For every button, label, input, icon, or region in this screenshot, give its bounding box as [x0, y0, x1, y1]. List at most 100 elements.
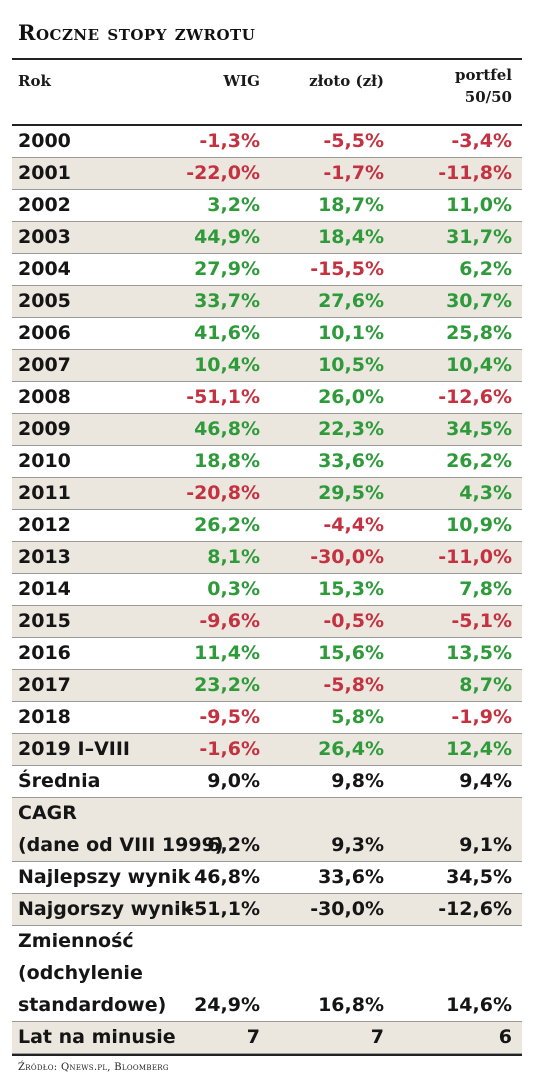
- table-row: 2015 -9,6% -0,5% -5,1%: [12, 606, 522, 638]
- table-body: 2000 -1,3% -5,5% -3,4% 2001 -22,0% -1,7% -11,8%…: [12, 126, 522, 1054]
- wig-value: 18,8%: [194, 450, 260, 472]
- row-label-line: 2011: [18, 482, 71, 504]
- wig-value: -51,1%: [186, 898, 260, 920]
- row-label: CAGR (dane od VIII 1999): [18, 797, 224, 861]
- wig-value: -20,8%: [186, 482, 260, 504]
- zloto-value: 22,3%: [318, 418, 384, 440]
- table-title: Roczne stopy zwrotu: [18, 20, 256, 45]
- row-label-line: 2013: [18, 546, 71, 568]
- table-row: 2008 -51,1% 26,0% -12,6%: [12, 382, 522, 414]
- row-label: 2017: [18, 669, 71, 701]
- portfel-value: -12,6%: [438, 386, 512, 408]
- row-label-line: 2001: [18, 162, 71, 184]
- wig-value: 11,4%: [194, 642, 260, 664]
- zloto-value: -30,0%: [310, 546, 384, 568]
- wig-value: -22,0%: [186, 162, 260, 184]
- row-label: 2015: [18, 605, 71, 637]
- zloto-value: 27,6%: [318, 290, 384, 312]
- row-label-line: 2006: [18, 322, 71, 344]
- table-row: 2014 0,3% 15,3% 7,8%: [12, 574, 522, 606]
- wig-value: 33,7%: [194, 290, 260, 312]
- portfel-value: 30,7%: [446, 290, 512, 312]
- row-label-line: 2000: [18, 130, 71, 152]
- row-label-line: 2005: [18, 290, 71, 312]
- table-row: 2002 3,2% 18,7% 11,0%: [12, 190, 522, 222]
- table-row: 2005 33,7% 27,6% 30,7%: [12, 286, 522, 318]
- header-wig: WIG: [223, 72, 260, 90]
- portfel-value: 9,4%: [459, 770, 512, 792]
- zloto-value: 7: [370, 1026, 384, 1048]
- zloto-value: -5,8%: [323, 674, 384, 696]
- table-row: 2018 -9,5% 5,8% -1,9%: [12, 702, 522, 734]
- zloto-value: 9,8%: [331, 770, 384, 792]
- table-row: 2013 8,1% -30,0% -11,0%: [12, 542, 522, 574]
- zloto-value: 15,3%: [318, 578, 384, 600]
- row-label-line: 2004: [18, 258, 71, 280]
- header-portfel-line2: 50/50: [464, 88, 512, 106]
- wig-value: 8,1%: [207, 546, 260, 568]
- wig-value: 7: [246, 1026, 260, 1048]
- zloto-value: 18,4%: [318, 226, 384, 248]
- row-label: 2013: [18, 541, 71, 573]
- zloto-value: -1,7%: [323, 162, 384, 184]
- zloto-value: 26,4%: [318, 738, 384, 760]
- table-header: Rok WIG złoto (zł) portfel 50/50: [12, 62, 522, 124]
- wig-value: -1,3%: [199, 130, 260, 152]
- zloto-value: 9,3%: [331, 834, 384, 856]
- table-row: 2019 I–VIII -1,6% 26,4% 12,4%: [12, 734, 522, 766]
- row-label: 2016: [18, 637, 71, 669]
- zloto-value: 10,5%: [318, 354, 384, 376]
- zloto-value: -30,0%: [310, 898, 384, 920]
- header-portfel: portfel 50/50: [455, 64, 512, 108]
- row-label: 2000: [18, 125, 71, 157]
- zloto-value: 33,6%: [318, 450, 384, 472]
- header-rok: Rok: [18, 72, 51, 90]
- row-label-line: Najlepszy wynik: [18, 866, 191, 888]
- zloto-value: 15,6%: [318, 642, 384, 664]
- wig-value: 26,2%: [194, 514, 260, 536]
- portfel-value: 13,5%: [446, 642, 512, 664]
- table-row: 2009 46,8% 22,3% 34,5%: [12, 414, 522, 446]
- row-label: 2019 I–VIII: [18, 733, 130, 765]
- zloto-value: 26,0%: [318, 386, 384, 408]
- row-label-line: 2007: [18, 354, 71, 376]
- row-label-line: 2002: [18, 194, 71, 216]
- row-label-line: Lat na minusie: [18, 1026, 176, 1048]
- portfel-value: -12,6%: [438, 898, 512, 920]
- portfel-value: 6,2%: [459, 258, 512, 280]
- table-row: 2006 41,6% 10,1% 25,8%: [12, 318, 522, 350]
- zloto-value: 29,5%: [318, 482, 384, 504]
- table-row: Średnia 9,0% 9,8% 9,4%: [12, 766, 522, 798]
- row-label: Najgorszy wynik: [18, 893, 193, 925]
- table-row: 2003 44,9% 18,4% 31,7%: [12, 222, 522, 254]
- wig-value: 46,8%: [194, 866, 260, 888]
- portfel-value: 34,5%: [446, 418, 512, 440]
- portfel-value: -11,8%: [438, 162, 512, 184]
- bottom-rule: [12, 1054, 522, 1056]
- table-row: Najgorszy wynik -51,1% -30,0% -12,6%: [12, 894, 522, 926]
- zloto-value: 18,7%: [318, 194, 384, 216]
- portfel-value: -3,4%: [451, 130, 512, 152]
- portfel-value: 9,1%: [459, 834, 512, 856]
- table-row: CAGR (dane od VIII 1999) 6,2% 9,3% 9,1%: [12, 798, 522, 862]
- row-label-line: 2008: [18, 386, 71, 408]
- table-row: Lat na minusie 7 7 6: [12, 1022, 522, 1054]
- portfel-value: 26,2%: [446, 450, 512, 472]
- row-label-line: 2015: [18, 610, 71, 632]
- wig-value: -9,5%: [199, 706, 260, 728]
- table-row: 2017 23,2% -5,8% 8,7%: [12, 670, 522, 702]
- row-label-line: Średnia: [18, 770, 101, 792]
- table-row: 2011 -20,8% 29,5% 4,3%: [12, 478, 522, 510]
- row-label: 2004: [18, 253, 71, 285]
- row-label-line: 2014: [18, 578, 71, 600]
- wig-value: 46,8%: [194, 418, 260, 440]
- row-label: 2009: [18, 413, 71, 445]
- wig-value: 3,2%: [207, 194, 260, 216]
- zloto-value: -4,4%: [323, 514, 384, 536]
- row-label-line: 2012: [18, 514, 71, 536]
- wig-value: -1,6%: [199, 738, 260, 760]
- wig-value: 10,4%: [194, 354, 260, 376]
- row-label: Najlepszy wynik: [18, 861, 190, 893]
- row-label: 2003: [18, 221, 71, 253]
